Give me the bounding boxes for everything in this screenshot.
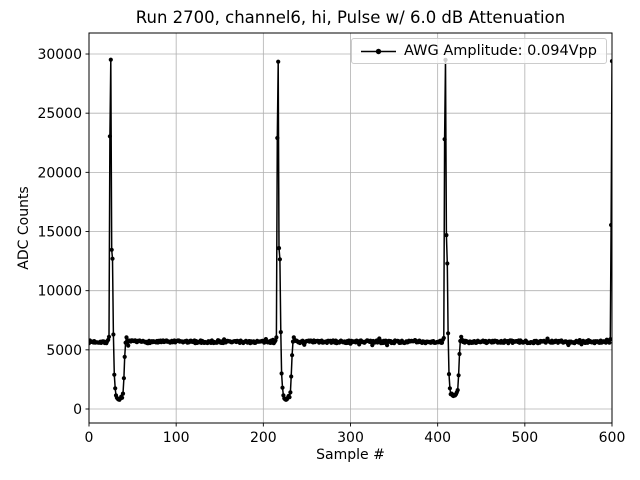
- tick-marks: [85, 53, 613, 427]
- grid-lines: [88, 33, 613, 423]
- x-axis-label: Sample #: [316, 447, 385, 463]
- legend-line-marker-icon: [361, 48, 397, 54]
- y-tick-label: 30000: [37, 47, 82, 63]
- data-markers: [89, 57, 612, 402]
- y-axis-label: ADC Counts: [16, 186, 32, 270]
- y-tick-label: 10000: [37, 284, 82, 300]
- x-tick-label: 0: [85, 430, 94, 446]
- x-tick-label: 600: [599, 430, 626, 446]
- y-tick-label: 5000: [46, 343, 82, 359]
- chart-title: Run 2700, channel6, hi, Pulse w/ 6.0 dB …: [135, 8, 566, 27]
- x-tick-label: 500: [511, 430, 538, 446]
- tick-labels: 0 100 200 300 400 500 600 0 5000 10000 15000 20000 2…: [37, 47, 625, 446]
- x-tick-label: 300: [337, 430, 364, 446]
- y-tick-label: 20000: [37, 165, 82, 181]
- legend: AWG Amplitude: 0.094Vpp: [351, 38, 607, 64]
- x-tick-label: 100: [163, 430, 190, 446]
- x-tick-label: 400: [424, 430, 451, 446]
- y-tick-label: 0: [73, 402, 82, 418]
- y-tick-label: 25000: [37, 106, 82, 122]
- data-series: [89, 57, 612, 402]
- y-tick-label: 15000: [37, 225, 82, 241]
- legend-label: AWG Amplitude: 0.094Vpp: [404, 43, 597, 59]
- x-tick-label: 200: [250, 430, 277, 446]
